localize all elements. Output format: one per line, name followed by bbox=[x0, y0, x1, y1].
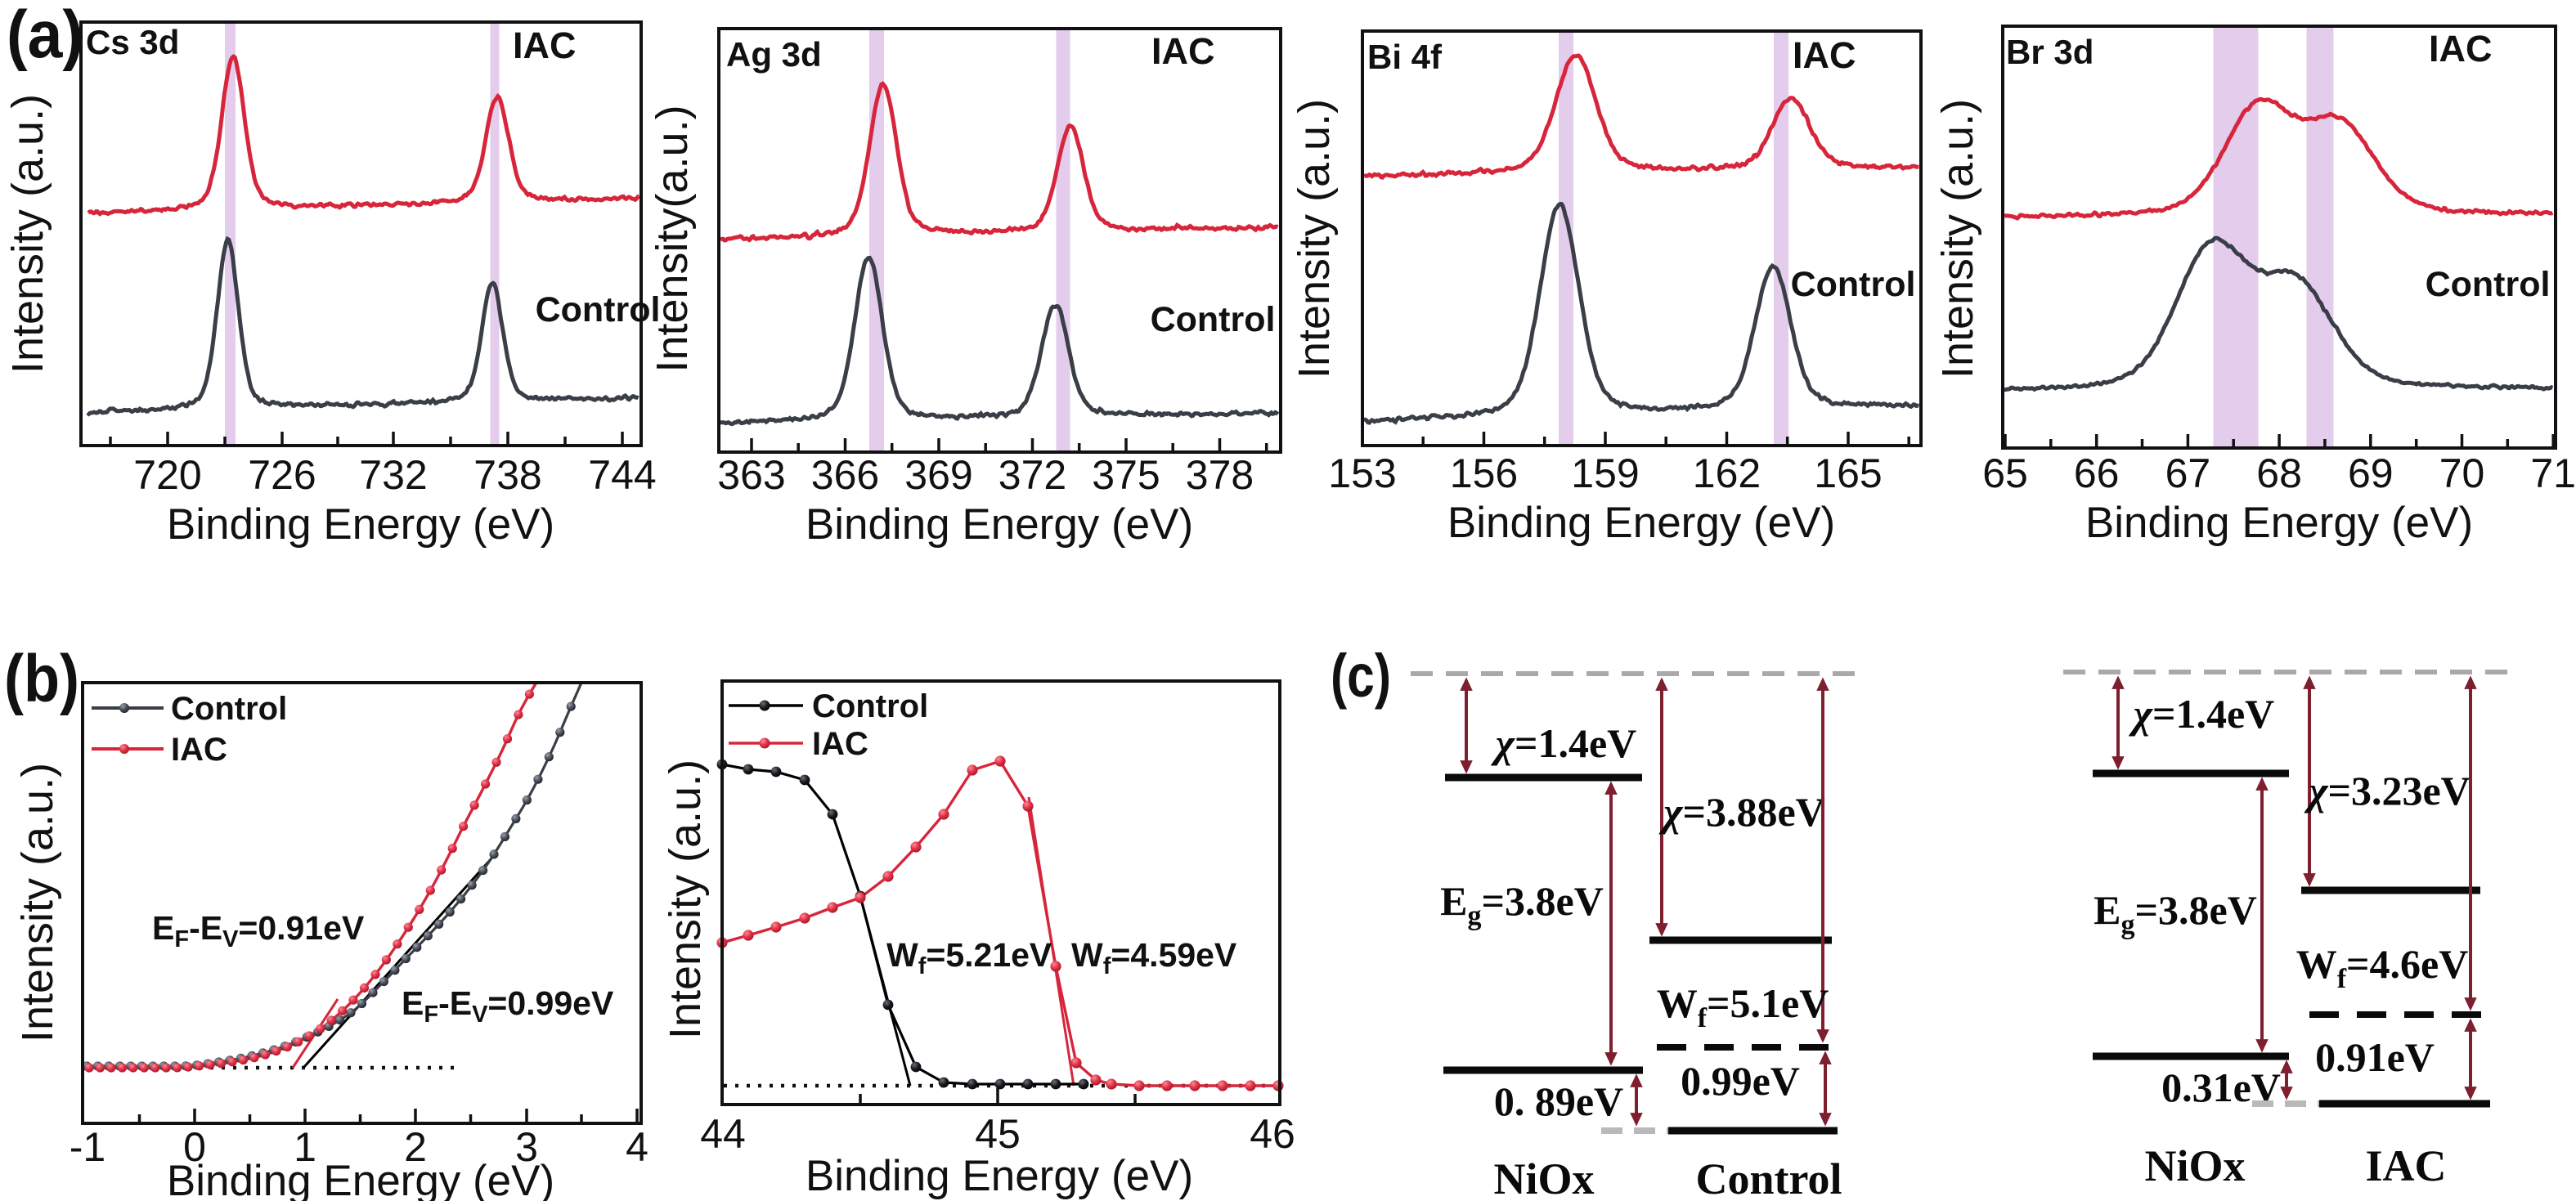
svg-text:Binding Energy (eV): Binding Energy (eV) bbox=[167, 1157, 554, 1201]
svg-text:165: 165 bbox=[1814, 450, 1882, 496]
svg-text:Intensity(a.u.): Intensity(a.u.) bbox=[648, 105, 697, 372]
svg-text:375: 375 bbox=[1092, 452, 1160, 498]
svg-text:Binding Energy (eV): Binding Energy (eV) bbox=[2085, 499, 2473, 547]
svg-text:Intensity (a.u.): Intensity (a.u.) bbox=[1290, 99, 1339, 379]
svg-text:Wf=4.59eV: Wf=4.59eV bbox=[1071, 936, 1237, 979]
svg-text:44: 44 bbox=[700, 1111, 746, 1157]
svg-text:Wf=5.21eV: Wf=5.21eV bbox=[886, 936, 1052, 979]
svg-text:Control: Control bbox=[1791, 265, 1916, 304]
svg-text:71: 71 bbox=[2530, 450, 2576, 496]
svg-text:IAC: IAC bbox=[1793, 34, 1856, 76]
svg-text:66: 66 bbox=[2074, 450, 2120, 496]
svg-text:0.99eV: 0.99eV bbox=[1681, 1058, 1800, 1104]
svg-text:Wf=5.1eV: Wf=5.1eV bbox=[1657, 980, 1829, 1033]
svg-text:162: 162 bbox=[1693, 450, 1761, 496]
svg-text:Wf=4.6eV: Wf=4.6eV bbox=[2296, 941, 2469, 994]
svg-text:IAC: IAC bbox=[1151, 30, 1215, 72]
svg-text:732: 732 bbox=[359, 452, 427, 498]
svg-text:Bi 4f: Bi 4f bbox=[1367, 38, 1443, 76]
svg-text:0. 89eV: 0. 89eV bbox=[1494, 1078, 1623, 1124]
svg-text:726: 726 bbox=[248, 452, 316, 498]
svg-text:372: 372 bbox=[999, 452, 1066, 498]
svg-text:159: 159 bbox=[1571, 450, 1639, 496]
svg-text:Intensity (a.u.): Intensity (a.u.) bbox=[1933, 99, 1982, 379]
svg-text:720: 720 bbox=[133, 452, 201, 498]
svg-text:0: 0 bbox=[183, 1124, 206, 1170]
svg-text:(a): (a) bbox=[7, 0, 83, 72]
svg-text:153: 153 bbox=[1328, 450, 1396, 496]
svg-text:Intensity (a.u.): Intensity (a.u.) bbox=[13, 763, 62, 1042]
svg-text:IAC: IAC bbox=[812, 726, 868, 762]
svg-text:Cs 3d: Cs 3d bbox=[86, 23, 179, 61]
svg-text:χ=3.23eV: χ=3.23eV bbox=[2304, 768, 2471, 813]
svg-text:EF-EV=0.99eV: EF-EV=0.99eV bbox=[402, 984, 614, 1028]
svg-text:Eg=3.8eV: Eg=3.8eV bbox=[2094, 887, 2257, 940]
svg-text:1: 1 bbox=[294, 1124, 316, 1170]
svg-text:Br 3d: Br 3d bbox=[2006, 33, 2094, 71]
svg-text:Control: Control bbox=[2426, 265, 2551, 304]
svg-text:Intensity (a.u.): Intensity (a.u.) bbox=[661, 760, 710, 1039]
svg-text:χ=1.4eV: χ=1.4eV bbox=[1491, 720, 1637, 766]
svg-text:Intensity (a.u.): Intensity (a.u.) bbox=[3, 94, 52, 374]
svg-text:NiOx: NiOx bbox=[2144, 1141, 2245, 1190]
svg-text:67: 67 bbox=[2165, 450, 2211, 496]
svg-text:45: 45 bbox=[975, 1111, 1021, 1157]
svg-text:EF-EV=0.91eV: EF-EV=0.91eV bbox=[152, 909, 365, 952]
svg-text:(b): (b) bbox=[4, 642, 79, 716]
svg-text:2: 2 bbox=[404, 1124, 427, 1170]
svg-text:0.91eV: 0.91eV bbox=[2315, 1034, 2435, 1080]
svg-text:366: 366 bbox=[811, 452, 879, 498]
svg-text:Control: Control bbox=[536, 290, 661, 329]
svg-text:IAC: IAC bbox=[2365, 1141, 2446, 1190]
svg-text:69: 69 bbox=[2348, 450, 2394, 496]
svg-text:Control: Control bbox=[171, 691, 287, 727]
svg-text:Control: Control bbox=[1695, 1154, 1842, 1201]
svg-text:68: 68 bbox=[2256, 450, 2302, 496]
svg-text:738: 738 bbox=[473, 452, 541, 498]
svg-text:Ag 3d: Ag 3d bbox=[726, 35, 822, 74]
svg-text:4: 4 bbox=[626, 1124, 648, 1170]
svg-text:Binding Energy (eV): Binding Energy (eV) bbox=[806, 500, 1193, 549]
svg-text:3: 3 bbox=[515, 1124, 538, 1170]
svg-text:IAC: IAC bbox=[2429, 28, 2493, 69]
svg-text:(c): (c) bbox=[1331, 642, 1391, 710]
svg-text:Control: Control bbox=[1151, 300, 1276, 339]
svg-text:156: 156 bbox=[1450, 450, 1518, 496]
svg-text:χ=3.88eV: χ=3.88eV bbox=[1658, 789, 1825, 835]
svg-text:χ=1.4eV: χ=1.4eV bbox=[2129, 691, 2275, 737]
svg-text:378: 378 bbox=[1186, 452, 1254, 498]
svg-text:IAC: IAC bbox=[171, 732, 227, 768]
svg-text:IAC: IAC bbox=[513, 25, 577, 66]
svg-text:NiOx: NiOx bbox=[1493, 1154, 1594, 1201]
svg-text:70: 70 bbox=[2439, 450, 2485, 496]
svg-text:Binding Energy (eV): Binding Energy (eV) bbox=[806, 1152, 1193, 1200]
svg-text:363: 363 bbox=[717, 452, 785, 498]
svg-text:-1: -1 bbox=[70, 1124, 105, 1170]
svg-text:Eg=3.8eV: Eg=3.8eV bbox=[1440, 878, 1604, 931]
svg-text:46: 46 bbox=[1250, 1111, 1295, 1157]
svg-text:Binding Energy (eV): Binding Energy (eV) bbox=[167, 500, 554, 549]
svg-text:Control: Control bbox=[812, 688, 928, 724]
svg-text:369: 369 bbox=[904, 452, 972, 498]
svg-text:744: 744 bbox=[588, 452, 656, 498]
svg-text:65: 65 bbox=[1982, 450, 2028, 496]
svg-text:Binding Energy (eV): Binding Energy (eV) bbox=[1447, 499, 1835, 547]
